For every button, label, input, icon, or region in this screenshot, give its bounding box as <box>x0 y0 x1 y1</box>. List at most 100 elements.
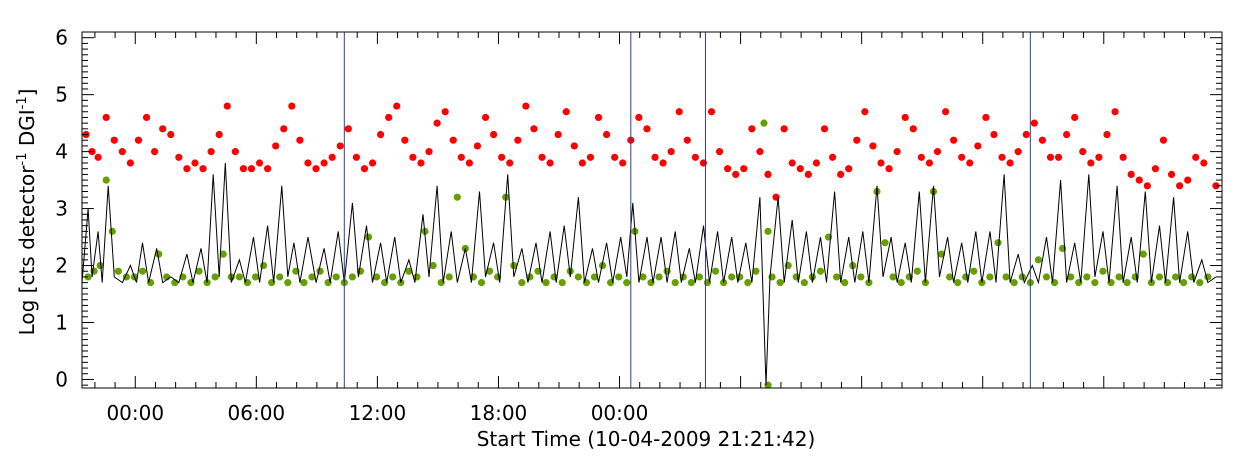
series-0-point <box>328 153 336 161</box>
series-0-point <box>732 170 740 178</box>
series-0-point <box>296 136 304 144</box>
series-0-point <box>869 142 877 150</box>
series-0-point <box>828 153 837 161</box>
series-0-point <box>377 130 385 139</box>
series-0-point <box>336 142 344 150</box>
series-1-point <box>639 273 647 281</box>
series-0-point <box>280 125 288 133</box>
series-0-point <box>1176 182 1184 190</box>
series-0-point <box>409 153 417 161</box>
series-1-point <box>590 273 599 281</box>
series-0-point <box>990 130 998 139</box>
series-1-point <box>108 227 116 235</box>
series-1-point <box>1067 273 1075 281</box>
y-tick-label: 6 <box>55 26 68 50</box>
series-0-point <box>578 159 586 167</box>
series-0-point <box>239 165 248 173</box>
series-0-point <box>853 136 861 144</box>
series-0-point <box>320 159 328 167</box>
y-axis-title-main: Log [cts detector <box>15 165 39 336</box>
series-0-point <box>490 130 498 139</box>
y-axis-title-sup2: -1 <box>15 96 30 109</box>
series-0-point <box>304 159 312 167</box>
series-0-point <box>893 148 901 156</box>
series-1-point <box>764 227 772 235</box>
series-0-point <box>611 153 619 161</box>
series-1-point <box>841 279 849 287</box>
series-0-point <box>110 136 118 144</box>
series-1-point <box>857 273 865 281</box>
series-0-point <box>441 108 449 116</box>
series-0-point <box>368 159 377 167</box>
series-1-point <box>655 273 663 281</box>
y-tick-label: 3 <box>55 197 68 221</box>
series-1-point <box>679 273 687 281</box>
series-0-point <box>344 125 352 133</box>
series-1-point <box>308 273 316 281</box>
series-0-point <box>1014 148 1022 156</box>
y-axis-title-sup1: -1 <box>15 153 30 166</box>
series-1-point <box>300 279 308 287</box>
series-0-point <box>134 136 143 144</box>
series-0-point <box>667 148 675 156</box>
axes <box>81 31 1223 389</box>
series-0-point <box>393 102 401 110</box>
series-1-point <box>284 279 292 287</box>
series-0-point <box>417 159 425 167</box>
series-0-point <box>272 142 280 150</box>
series-1-point <box>881 239 889 247</box>
series-0-point <box>126 159 135 167</box>
series-0-point <box>804 170 812 178</box>
y-axis-title-end: ] <box>15 89 39 97</box>
series-0-point <box>231 148 239 156</box>
x-tick-label: 12:00 <box>349 401 407 425</box>
series-0-point <box>619 159 627 167</box>
series-1-point <box>897 279 905 287</box>
series-0-point <box>1167 170 1176 178</box>
series-0-point <box>255 159 264 167</box>
series-0-point <box>118 148 126 156</box>
series-0-point <box>1006 159 1014 167</box>
series-0-point <box>715 148 724 156</box>
series-1-point <box>1099 267 1107 275</box>
series-0-point <box>603 130 611 139</box>
series-0-point <box>167 130 175 139</box>
series-0-point <box>1079 148 1087 156</box>
series-0-point <box>1071 113 1079 122</box>
series-1-point <box>736 273 744 281</box>
series-1-point <box>970 267 978 275</box>
series-1-point <box>744 279 752 287</box>
series-0-point <box>522 102 530 110</box>
series-2-line <box>81 162 1217 386</box>
series-0-point <box>352 153 361 161</box>
series-0-point <box>683 136 691 144</box>
y-axis-title: Log [cts detector-1 DGI-1] <box>15 89 39 336</box>
series-0-point <box>1030 119 1038 127</box>
series-0-point <box>933 148 942 156</box>
series-0-point <box>925 159 934 167</box>
series-1-point <box>235 273 243 281</box>
series-1-point <box>405 267 413 275</box>
series-0-point <box>546 159 554 167</box>
series-0-point <box>877 159 885 167</box>
series-1-point <box>518 279 526 287</box>
series-0-point <box>183 165 191 173</box>
series-1-point <box>259 261 268 270</box>
series-0-point <box>175 153 183 161</box>
series-1-point <box>510 261 518 270</box>
series-1-point <box>1155 273 1164 281</box>
series-0-point <box>788 159 796 167</box>
series-1-point <box>776 279 784 287</box>
series-1-point <box>542 279 550 287</box>
x-axis-title: Start Time (10-04-2009 21:21:42) <box>477 427 816 451</box>
series-0-point <box>764 170 772 178</box>
y-tick-label: 1 <box>55 310 68 334</box>
series-0-point <box>675 108 683 116</box>
series-0-point <box>1063 130 1071 139</box>
series-0-point <box>481 113 490 122</box>
series-1-point <box>1139 250 1147 258</box>
labels: Start Time (10-04-2009 21:21:42) Log [ct… <box>15 26 815 451</box>
series-1-point <box>1188 273 1196 281</box>
series-0-point <box>191 159 199 167</box>
series-1-point <box>687 279 695 287</box>
